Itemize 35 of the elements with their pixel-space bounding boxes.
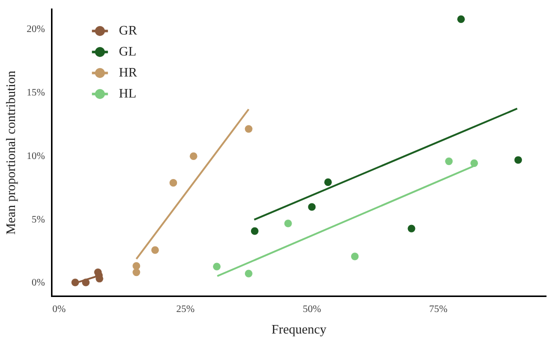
point (190, 152, 198, 160)
x-tick-label: 75% (429, 304, 448, 316)
x-tick-label: 25% (176, 304, 195, 316)
point (351, 252, 359, 260)
point (284, 220, 292, 228)
point (82, 278, 90, 286)
legend-label: HL (118, 85, 136, 100)
y-axis-title: Mean proportional contribution (3, 70, 18, 235)
y-tick-label: 5% (32, 214, 45, 226)
point (514, 156, 522, 164)
legend-label: HR (118, 64, 138, 80)
point (457, 15, 465, 23)
point (308, 203, 316, 211)
y-tick-label: 10% (26, 150, 45, 162)
point (212, 262, 221, 270)
point (244, 270, 252, 278)
point (151, 246, 159, 254)
point (71, 278, 79, 286)
legend-label: GR (118, 22, 138, 38)
x-tick-label: 0% (52, 304, 66, 316)
point (250, 227, 259, 235)
point (408, 224, 416, 232)
point (132, 262, 140, 270)
x-axis-title: Frequency (272, 322, 327, 337)
legend-label: GL (118, 43, 136, 58)
y-tick-label: 0% (32, 278, 45, 289)
point (324, 178, 332, 186)
y-tick-label: 15% (26, 87, 45, 98)
point (244, 125, 252, 133)
point (170, 179, 178, 187)
x-tick-label: 50% (302, 304, 322, 316)
point (470, 159, 478, 167)
point (445, 157, 453, 166)
y-tick-label: 20% (26, 24, 45, 35)
point (132, 268, 140, 276)
